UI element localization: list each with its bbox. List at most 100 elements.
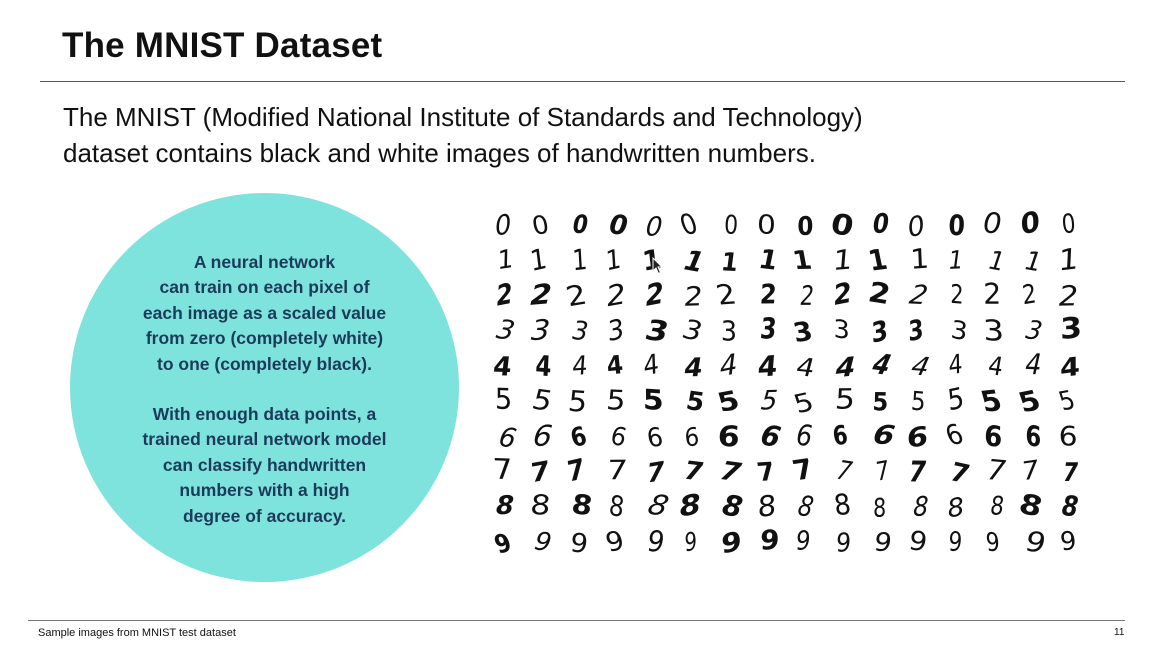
digit-sample: 9 [795, 525, 812, 556]
digit-sample: 5 [977, 383, 1006, 418]
digit-sample: 3 [906, 313, 927, 347]
digit-sample: 2 [1021, 277, 1038, 311]
mnist-digit-grid: 0 0 0 0 0 0 0 0 0 0 0 0 0 0 0 01 1 1 1 1 1 1 1 1 1 1 1 1 1 1 12 2 2 2 2 2 2 2… [490, 204, 1082, 560]
digit-sample: 7 [875, 455, 890, 488]
digit-sample: 1 [721, 247, 739, 278]
digit-sample: 5 [1014, 383, 1045, 419]
callout-line: degree of accuracy. [182, 505, 347, 526]
digit-sample: 7 [946, 458, 973, 490]
digit-sample: 6 [567, 421, 590, 453]
digit-sample: 9 [909, 524, 928, 559]
digit-sample: 8 [832, 489, 853, 523]
digit-sample: 9 [529, 527, 556, 558]
digit-sample: 5 [910, 385, 926, 417]
digit-sample: 9 [602, 526, 627, 559]
digit-sample: 8 [913, 490, 929, 523]
mouse-pointer-icon [652, 257, 664, 275]
digit-sample: 5 [760, 386, 779, 417]
digit-sample: 2 [983, 277, 1001, 310]
digit-sample: 8 [609, 490, 624, 525]
digit-sample: 0 [1060, 208, 1077, 240]
digit-sample: 7 [755, 456, 778, 487]
digit-sample: 4 [1022, 349, 1045, 382]
digit-sample: 2 [644, 275, 664, 313]
digit-sample: 3 [759, 313, 778, 346]
digit-sample: 5 [643, 383, 664, 417]
digit-sample: 8 [1058, 490, 1082, 524]
digit-sample: 1 [948, 245, 964, 275]
digit-sample: 2 [832, 277, 854, 312]
digit-sample: 5 [566, 384, 588, 419]
digit-sample: 8 [946, 492, 966, 524]
digit-sample: 2 [563, 279, 590, 313]
digit-sample: 1 [1020, 247, 1046, 278]
digit-sample: 9 [872, 527, 894, 557]
digit-sample: 3 [605, 313, 628, 347]
digit-sample: 8 [678, 487, 703, 523]
digit-sample: 5 [872, 387, 889, 417]
digit-sample: 3 [641, 314, 672, 348]
digit-sample: 4 [571, 350, 588, 381]
digit-sample: 7 [1063, 457, 1079, 487]
digit-sample: 2 [682, 281, 704, 313]
callout-circle [70, 193, 459, 582]
digit-sample: 3 [530, 313, 551, 347]
digit-sample: 0 [905, 210, 927, 244]
digit-sample: 8 [1019, 487, 1042, 524]
digit-sample: 3 [682, 313, 704, 348]
digit-sample: 9 [1022, 525, 1049, 559]
digit-sample: 0 [872, 208, 889, 240]
callout-line: each image as a scaled value [142, 302, 387, 323]
digit-sample: 7 [789, 452, 817, 487]
digit-sample: 6 [983, 420, 1003, 454]
digit-sample: 6 [1025, 419, 1042, 455]
digit-sample: 4 [719, 347, 739, 383]
callout-line: trained neural network model [142, 429, 387, 450]
digit-sample: 6 [1059, 421, 1078, 453]
digit-sample: 1 [497, 244, 514, 276]
digit-sample: 5 [532, 382, 552, 417]
digit-sample: 6 [716, 420, 742, 454]
digit-sample: 9 [490, 528, 515, 560]
digit-sample: 0 [983, 205, 1002, 240]
digit-sample: 6 [755, 418, 787, 454]
digit-sample: 3 [949, 315, 969, 347]
digit-sample: 7 [492, 453, 515, 487]
digit-sample: 3 [494, 315, 518, 347]
intro-line: The MNIST (Modified National Institute o… [63, 102, 863, 132]
digit-sample: 9 [835, 527, 852, 558]
digit-sample: 2 [604, 277, 627, 313]
digit-sample: 2 [759, 279, 777, 311]
digit-sample: 5 [790, 386, 818, 419]
digit-sample: 4 [535, 350, 553, 384]
digit-sample: 4 [1060, 352, 1080, 384]
callout-line: numbers with a high [179, 480, 350, 501]
digit-sample: 2 [713, 278, 740, 311]
slide-title: The MNIST Dataset [62, 26, 383, 65]
digit-sample: 5 [946, 382, 966, 418]
digit-sample: 6 [941, 418, 968, 452]
digit-sample: 3 [833, 314, 850, 346]
digit-sample: 2 [530, 278, 553, 312]
digit-sample: 4 [834, 352, 856, 384]
digit-sample: 9 [947, 525, 964, 557]
digit-sample: 8 [795, 490, 816, 525]
intro-line: dataset contains black and white images … [63, 138, 816, 168]
digit-sample: 8 [495, 491, 514, 521]
digit-sample: 1 [602, 244, 625, 277]
digit-sample: 7 [1021, 455, 1039, 487]
digit-sample: 1 [682, 245, 707, 279]
digit-sample: 7 [986, 453, 1007, 488]
digit-sample: 1 [1056, 243, 1082, 278]
digit-sample: 4 [683, 353, 703, 384]
digit-sample: 0 [529, 211, 551, 242]
digit-sample: 2 [869, 274, 891, 311]
digit-sample: 6 [681, 422, 703, 453]
callout-line: to one (completely black). [157, 353, 372, 374]
digit-sample: 7 [606, 454, 631, 486]
digit-sample: 9 [760, 525, 780, 556]
digit-sample: 0 [676, 208, 703, 242]
digit-sample: 3 [791, 316, 816, 348]
digit-sample: 0 [572, 209, 588, 239]
digit-sample: 0 [494, 208, 513, 242]
